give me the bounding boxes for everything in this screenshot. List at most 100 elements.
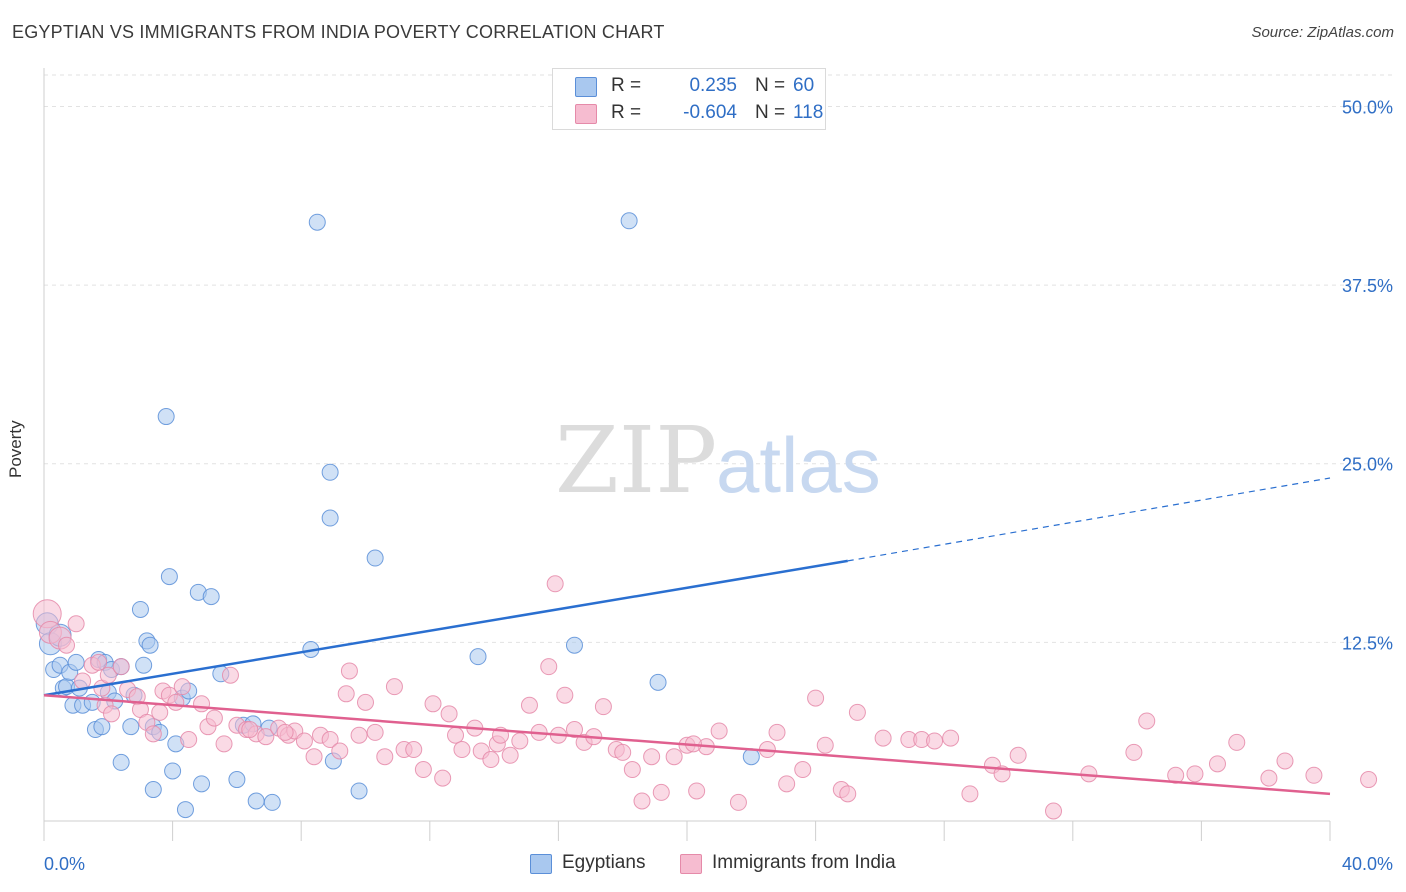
point-egyptians bbox=[620, 212, 638, 230]
point-india bbox=[90, 653, 108, 671]
legend-swatch-egyptians bbox=[575, 77, 597, 97]
point-egyptians bbox=[157, 408, 175, 426]
point-india bbox=[331, 742, 349, 760]
point-india bbox=[1228, 733, 1246, 751]
point-india bbox=[357, 693, 374, 711]
point-egyptians bbox=[131, 600, 149, 618]
point-india bbox=[565, 721, 583, 739]
source-label: Source: ZipAtlas.com bbox=[1251, 24, 1394, 41]
point-india bbox=[180, 731, 198, 749]
point-india bbox=[874, 729, 892, 747]
point-india bbox=[778, 775, 796, 793]
point-india bbox=[434, 769, 452, 787]
point-india bbox=[1167, 766, 1185, 784]
legend-n-label: N = bbox=[755, 75, 786, 96]
point-india bbox=[74, 672, 92, 690]
point-india bbox=[710, 722, 728, 740]
point-egyptians bbox=[160, 568, 178, 586]
legend-r-label: R = bbox=[611, 102, 642, 123]
point-india bbox=[67, 615, 85, 633]
point-egyptians bbox=[350, 782, 368, 800]
point-india bbox=[376, 748, 394, 766]
bottom-legend-label: Egyptians bbox=[562, 852, 646, 873]
points bbox=[32, 212, 1378, 820]
legend-swatch-india bbox=[575, 104, 597, 124]
point-egyptians bbox=[112, 753, 130, 771]
point-india bbox=[1125, 743, 1143, 761]
x-tick-label: 40.0% bbox=[1342, 854, 1393, 874]
point-india bbox=[546, 575, 564, 593]
point-india bbox=[839, 785, 857, 803]
point-india bbox=[961, 785, 979, 803]
point-egyptians bbox=[135, 656, 153, 674]
point-india bbox=[665, 748, 683, 766]
point-india bbox=[58, 636, 76, 654]
point-india bbox=[340, 662, 358, 680]
point-egyptians bbox=[321, 509, 339, 527]
point-egyptians bbox=[469, 648, 487, 666]
point-egyptians bbox=[649, 673, 667, 691]
point-india bbox=[295, 732, 313, 750]
legend-r-value: 0.235 bbox=[689, 75, 737, 96]
point-india bbox=[1045, 802, 1063, 820]
point-india bbox=[221, 666, 239, 684]
point-india bbox=[1186, 765, 1204, 783]
legend-n-value: 118 bbox=[793, 102, 824, 123]
point-egyptians bbox=[565, 636, 583, 654]
point-egyptians bbox=[193, 775, 211, 793]
legend-r-label: R = bbox=[611, 75, 642, 96]
point-india bbox=[151, 703, 169, 721]
point-egyptians bbox=[176, 801, 194, 819]
point-india bbox=[768, 723, 786, 741]
point-india bbox=[688, 782, 706, 800]
point-india bbox=[816, 736, 834, 754]
point-india bbox=[424, 695, 442, 713]
point-india bbox=[848, 703, 866, 721]
legend-n-label: N = bbox=[755, 102, 786, 123]
point-egyptians bbox=[366, 549, 384, 567]
grid bbox=[44, 74, 1392, 643]
point-india bbox=[167, 693, 185, 711]
point-egyptians bbox=[228, 771, 246, 789]
point-india bbox=[257, 728, 275, 746]
y-tick-label: 25.0% bbox=[1342, 455, 1393, 475]
legend: R = 0.235 N = 60 R = -0.604 N = 118 bbox=[552, 68, 826, 130]
tick-labels: 12.5% 25.0% 37.5% 50.0% 0.0% 40.0% bbox=[44, 97, 1393, 874]
point-india bbox=[173, 678, 191, 696]
chart-title: EGYPTIAN VS IMMIGRANTS FROM INDIA POVERT… bbox=[12, 22, 665, 42]
point-india bbox=[794, 761, 812, 779]
watermark: ZIP atlas bbox=[555, 407, 881, 514]
point-india bbox=[807, 689, 825, 707]
watermark-atlas: atlas bbox=[716, 421, 881, 509]
bottom-legend-swatch-india bbox=[680, 854, 702, 874]
point-india bbox=[103, 705, 121, 723]
point-india bbox=[614, 743, 632, 761]
bottom-legend-swatch-egyptians bbox=[530, 854, 552, 874]
point-india bbox=[215, 735, 233, 753]
trendline-india bbox=[43, 693, 1331, 796]
legend-r-value: -0.604 bbox=[683, 102, 737, 123]
point-india bbox=[942, 729, 960, 747]
point-india bbox=[1009, 746, 1027, 764]
point-egyptians bbox=[67, 653, 85, 671]
trendlines bbox=[43, 477, 1331, 796]
point-india bbox=[652, 783, 670, 801]
point-india bbox=[594, 698, 612, 716]
trendline-egyptians bbox=[43, 559, 848, 697]
point-india bbox=[1138, 712, 1156, 730]
point-india bbox=[511, 732, 529, 750]
point-india bbox=[1208, 755, 1226, 773]
point-india bbox=[305, 748, 323, 766]
point-india bbox=[482, 751, 500, 769]
point-india bbox=[205, 709, 223, 727]
point-egyptians bbox=[247, 792, 265, 810]
point-india bbox=[623, 761, 641, 779]
bottom-legend-label: Immigrants from India bbox=[712, 852, 896, 873]
legend-n-value: 60 bbox=[793, 75, 815, 96]
trendline-egyptians-dashed bbox=[847, 477, 1331, 562]
point-egyptians bbox=[321, 463, 339, 481]
point-india bbox=[501, 746, 519, 764]
point-india bbox=[144, 725, 162, 743]
point-india bbox=[414, 761, 432, 779]
point-india bbox=[447, 726, 465, 744]
